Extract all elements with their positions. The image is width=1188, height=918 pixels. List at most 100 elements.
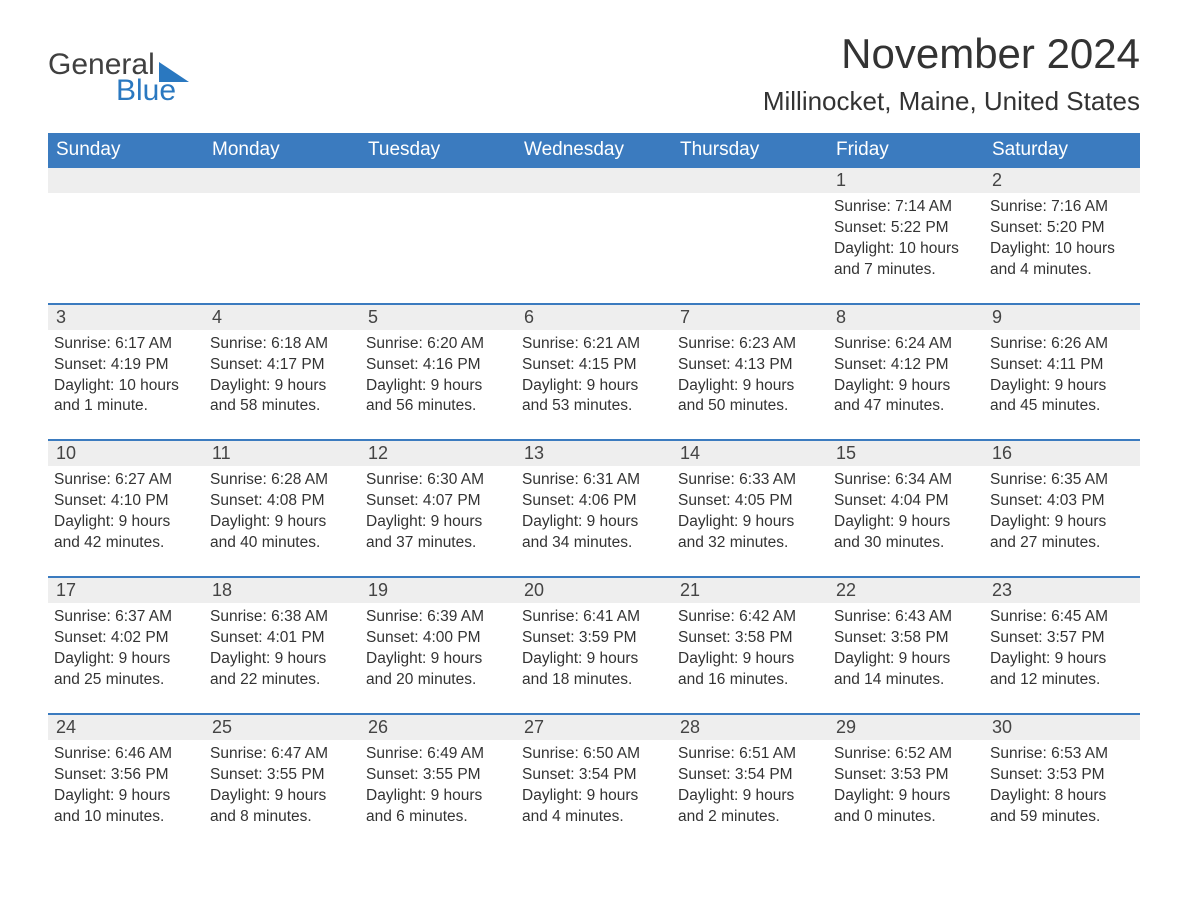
- day-cell: 10Sunrise: 6:27 AMSunset: 4:10 PMDayligh…: [48, 441, 204, 576]
- sunrise-line: Sunrise: 6:17 AM: [54, 334, 198, 355]
- sunrise-line: Sunrise: 6:34 AM: [834, 470, 978, 491]
- daylight-line: Daylight: 9 hours and 10 minutes.: [54, 786, 198, 828]
- day-number: 28: [672, 715, 828, 740]
- sunset-line: Sunset: 4:07 PM: [366, 491, 510, 512]
- header: General Blue November 2024 Millinocket, …: [48, 30, 1140, 117]
- daylight-line: Daylight: 9 hours and 12 minutes.: [990, 649, 1134, 691]
- day-of-week-cell: Tuesday: [360, 133, 516, 168]
- daylight-line: Daylight: 9 hours and 34 minutes.: [522, 512, 666, 554]
- daylight-line: Daylight: 9 hours and 56 minutes.: [366, 376, 510, 418]
- daylight-line: Daylight: 9 hours and 16 minutes.: [678, 649, 822, 691]
- day-number: [48, 168, 204, 193]
- sunset-line: Sunset: 5:22 PM: [834, 218, 978, 239]
- day-cell: 3Sunrise: 6:17 AMSunset: 4:19 PMDaylight…: [48, 305, 204, 440]
- day-details: Sunrise: 6:41 AMSunset: 3:59 PMDaylight:…: [522, 603, 666, 691]
- daylight-line: Daylight: 9 hours and 58 minutes.: [210, 376, 354, 418]
- day-cell: 19Sunrise: 6:39 AMSunset: 4:00 PMDayligh…: [360, 578, 516, 713]
- sunset-line: Sunset: 4:10 PM: [54, 491, 198, 512]
- sunrise-line: Sunrise: 6:39 AM: [366, 607, 510, 628]
- day-number: 12: [360, 441, 516, 466]
- day-number: 29: [828, 715, 984, 740]
- day-details: Sunrise: 6:23 AMSunset: 4:13 PMDaylight:…: [678, 330, 822, 418]
- day-number: 10: [48, 441, 204, 466]
- daylight-line: Daylight: 9 hours and 25 minutes.: [54, 649, 198, 691]
- day-details: Sunrise: 6:34 AMSunset: 4:04 PMDaylight:…: [834, 466, 978, 554]
- day-cell: 6Sunrise: 6:21 AMSunset: 4:15 PMDaylight…: [516, 305, 672, 440]
- day-cell: 28Sunrise: 6:51 AMSunset: 3:54 PMDayligh…: [672, 715, 828, 850]
- sunrise-line: Sunrise: 6:38 AM: [210, 607, 354, 628]
- day-number: 30: [984, 715, 1140, 740]
- week-row: 1Sunrise: 7:14 AMSunset: 5:22 PMDaylight…: [48, 168, 1140, 303]
- day-details: Sunrise: 6:31 AMSunset: 4:06 PMDaylight:…: [522, 466, 666, 554]
- day-cell: 1Sunrise: 7:14 AMSunset: 5:22 PMDaylight…: [828, 168, 984, 303]
- day-cell: 27Sunrise: 6:50 AMSunset: 3:54 PMDayligh…: [516, 715, 672, 850]
- sunset-line: Sunset: 4:17 PM: [210, 355, 354, 376]
- day-of-week-cell: Sunday: [48, 133, 204, 168]
- sunrise-line: Sunrise: 6:42 AM: [678, 607, 822, 628]
- day-cell: [204, 168, 360, 303]
- daylight-line: Daylight: 10 hours and 4 minutes.: [990, 239, 1134, 281]
- sunset-line: Sunset: 4:08 PM: [210, 491, 354, 512]
- location: Millinocket, Maine, United States: [763, 86, 1140, 117]
- day-details: Sunrise: 6:50 AMSunset: 3:54 PMDaylight:…: [522, 740, 666, 828]
- day-details: Sunrise: 6:51 AMSunset: 3:54 PMDaylight:…: [678, 740, 822, 828]
- sunset-line: Sunset: 4:13 PM: [678, 355, 822, 376]
- sunrise-line: Sunrise: 6:50 AM: [522, 744, 666, 765]
- day-number: 17: [48, 578, 204, 603]
- sunset-line: Sunset: 4:11 PM: [990, 355, 1134, 376]
- day-number: 1: [828, 168, 984, 193]
- sunset-line: Sunset: 4:12 PM: [834, 355, 978, 376]
- day-cell: [360, 168, 516, 303]
- day-details: Sunrise: 6:49 AMSunset: 3:55 PMDaylight:…: [366, 740, 510, 828]
- day-cell: 17Sunrise: 6:37 AMSunset: 4:02 PMDayligh…: [48, 578, 204, 713]
- day-number: 15: [828, 441, 984, 466]
- day-details: Sunrise: 6:26 AMSunset: 4:11 PMDaylight:…: [990, 330, 1134, 418]
- sunset-line: Sunset: 3:53 PM: [834, 765, 978, 786]
- sunrise-line: Sunrise: 6:30 AM: [366, 470, 510, 491]
- day-cell: 5Sunrise: 6:20 AMSunset: 4:16 PMDaylight…: [360, 305, 516, 440]
- day-details: Sunrise: 6:37 AMSunset: 4:02 PMDaylight:…: [54, 603, 198, 691]
- sunrise-line: Sunrise: 6:37 AM: [54, 607, 198, 628]
- day-cell: 15Sunrise: 6:34 AMSunset: 4:04 PMDayligh…: [828, 441, 984, 576]
- day-details: Sunrise: 6:28 AMSunset: 4:08 PMDaylight:…: [210, 466, 354, 554]
- day-details: Sunrise: 6:46 AMSunset: 3:56 PMDaylight:…: [54, 740, 198, 828]
- day-cell: 30Sunrise: 6:53 AMSunset: 3:53 PMDayligh…: [984, 715, 1140, 850]
- sunset-line: Sunset: 3:59 PM: [522, 628, 666, 649]
- day-number: 19: [360, 578, 516, 603]
- daylight-line: Daylight: 9 hours and 37 minutes.: [366, 512, 510, 554]
- day-cell: 21Sunrise: 6:42 AMSunset: 3:58 PMDayligh…: [672, 578, 828, 713]
- day-cell: [516, 168, 672, 303]
- daylight-line: Daylight: 9 hours and 42 minutes.: [54, 512, 198, 554]
- day-number: 27: [516, 715, 672, 740]
- day-details: Sunrise: 6:53 AMSunset: 3:53 PMDaylight:…: [990, 740, 1134, 828]
- day-cell: 13Sunrise: 6:31 AMSunset: 4:06 PMDayligh…: [516, 441, 672, 576]
- day-number: 18: [204, 578, 360, 603]
- sunset-line: Sunset: 3:56 PM: [54, 765, 198, 786]
- daylight-line: Daylight: 10 hours and 7 minutes.: [834, 239, 978, 281]
- sunrise-line: Sunrise: 6:28 AM: [210, 470, 354, 491]
- sunset-line: Sunset: 4:00 PM: [366, 628, 510, 649]
- day-of-week-cell: Wednesday: [516, 133, 672, 168]
- calendar-body: 1Sunrise: 7:14 AMSunset: 5:22 PMDaylight…: [48, 168, 1140, 849]
- sunset-line: Sunset: 4:06 PM: [522, 491, 666, 512]
- sunset-line: Sunset: 3:53 PM: [990, 765, 1134, 786]
- day-number: 16: [984, 441, 1140, 466]
- title-block: November 2024 Millinocket, Maine, United…: [763, 30, 1140, 117]
- daylight-line: Daylight: 9 hours and 4 minutes.: [522, 786, 666, 828]
- week-row: 24Sunrise: 6:46 AMSunset: 3:56 PMDayligh…: [48, 713, 1140, 850]
- sunset-line: Sunset: 3:54 PM: [522, 765, 666, 786]
- calendar: SundayMondayTuesdayWednesdayThursdayFrid…: [48, 133, 1140, 849]
- daylight-line: Daylight: 9 hours and 6 minutes.: [366, 786, 510, 828]
- day-cell: 16Sunrise: 6:35 AMSunset: 4:03 PMDayligh…: [984, 441, 1140, 576]
- sunrise-line: Sunrise: 6:45 AM: [990, 607, 1134, 628]
- day-details: Sunrise: 6:27 AMSunset: 4:10 PMDaylight:…: [54, 466, 198, 554]
- daylight-line: Daylight: 9 hours and 53 minutes.: [522, 376, 666, 418]
- daylight-line: Daylight: 9 hours and 27 minutes.: [990, 512, 1134, 554]
- sunrise-line: Sunrise: 6:41 AM: [522, 607, 666, 628]
- day-number: 5: [360, 305, 516, 330]
- sunset-line: Sunset: 3:55 PM: [210, 765, 354, 786]
- day-details: Sunrise: 6:43 AMSunset: 3:58 PMDaylight:…: [834, 603, 978, 691]
- day-cell: 29Sunrise: 6:52 AMSunset: 3:53 PMDayligh…: [828, 715, 984, 850]
- day-number: [360, 168, 516, 193]
- day-cell: 4Sunrise: 6:18 AMSunset: 4:17 PMDaylight…: [204, 305, 360, 440]
